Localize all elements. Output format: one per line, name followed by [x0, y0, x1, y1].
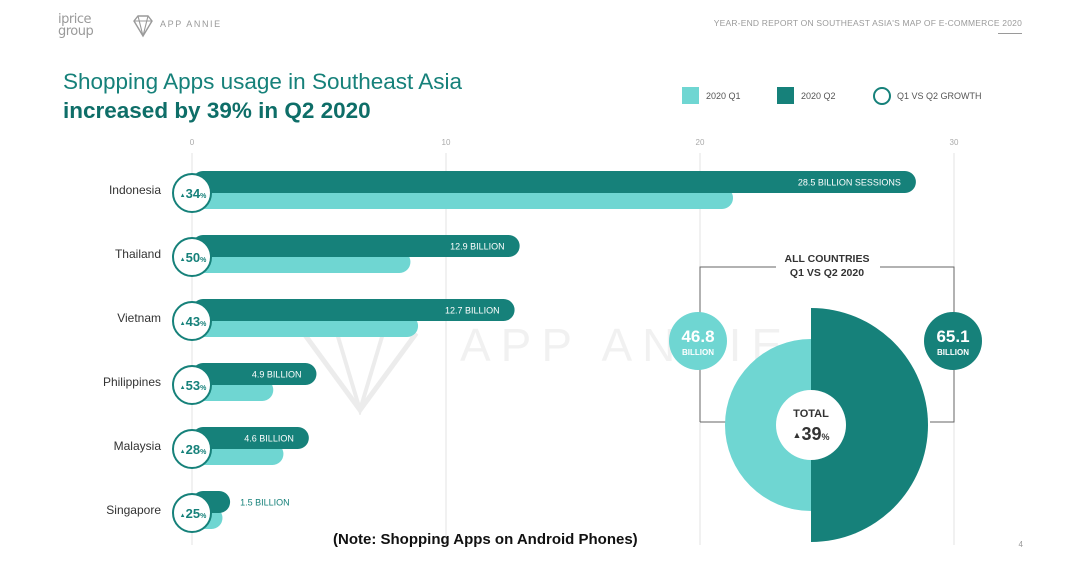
summary-q2-bubble [924, 312, 982, 370]
summary-q1-unit: BILLION [682, 348, 714, 357]
summary-q2-value: 65.1 [936, 327, 969, 346]
summary-center-value: ▲39% [793, 424, 830, 444]
page-number: 4 [1018, 540, 1023, 549]
growth-value: ▲43% [180, 314, 207, 329]
x-tick-label: 20 [696, 138, 705, 147]
legend-item-q1: 2020 Q1 [682, 87, 741, 104]
legend-growth-ring [873, 87, 891, 105]
category-label: Philippines [103, 375, 161, 389]
category-label: Singapore [106, 503, 161, 517]
summary-q2-half [811, 308, 928, 542]
data-label: 4.6 BILLION [244, 434, 294, 444]
legend-item-growth: Q1 VS Q2 GROWTH [873, 87, 982, 105]
growth-value: ▲34% [180, 186, 207, 201]
data-label: 28.5 BILLION SESSIONS [798, 178, 901, 188]
data-label: 12.7 BILLION [445, 306, 500, 316]
bar-q2 [192, 299, 515, 321]
legend-q1-label: 2020 Q1 [706, 90, 741, 101]
x-tick-label: 0 [190, 138, 195, 147]
x-tick-label: 10 [442, 138, 451, 147]
growth-value: ▲28% [180, 442, 207, 457]
growth-circle [172, 173, 212, 213]
app-annie-wordmark: APP ANNIE [160, 19, 222, 29]
bar-q2 [192, 171, 916, 193]
growth-circle [172, 237, 212, 277]
category-label: Vietnam [117, 311, 161, 325]
legend-growth-label: Q1 VS Q2 GROWTH [897, 91, 982, 101]
growth-value: ▲50% [180, 250, 207, 265]
report-title-underline [998, 33, 1022, 34]
category-label: Indonesia [109, 183, 161, 197]
legend-q2-label: 2020 Q2 [801, 90, 836, 101]
title-line-1: Shopping Apps usage in Southeast Asia [63, 69, 463, 94]
watermark-text: APP ANNIE [460, 319, 793, 371]
iprice-group-logo: iprice group [58, 12, 110, 39]
brand-line-2: group [58, 24, 94, 39]
legend-q2-swatch [777, 87, 794, 104]
title-line-2: increased by 39% in Q2 2020 [63, 98, 371, 123]
summary-title-line1: ALL COUNTRIES [785, 253, 870, 265]
growth-circle [172, 301, 212, 341]
bar-q2 [192, 427, 309, 449]
category-label: Thailand [115, 247, 161, 261]
summary-center-circle [776, 390, 846, 460]
category-label: Malaysia [114, 439, 162, 453]
growth-circle [172, 493, 212, 533]
summary-q2-unit: BILLION [937, 348, 969, 357]
growth-circle [172, 365, 212, 405]
footnote: (Note: Shopping Apps on Android Phones) [333, 531, 638, 548]
growth-circle [172, 429, 212, 469]
bar-q2 [192, 235, 520, 257]
bar-q2 [192, 363, 317, 385]
app-annie-logo-icon [133, 15, 153, 38]
legend-q1-swatch [682, 87, 699, 104]
legend-item-q2: 2020 Q2 [777, 87, 836, 104]
summary-title-line2: Q1 VS Q2 2020 [790, 267, 864, 279]
x-tick-label: 30 [950, 138, 959, 147]
report-title: YEAR-END REPORT ON SOUTHEAST ASIA'S MAP … [713, 18, 1022, 28]
summary-q1-bubble [669, 312, 727, 370]
brand-line-1: iprice [58, 12, 91, 27]
summary-q1-value: 46.8 [681, 327, 714, 346]
summary-bracket-left [699, 266, 776, 422]
growth-value: ▲25% [180, 506, 207, 521]
data-label: 12.9 BILLION [450, 242, 505, 252]
data-label: 1.5 BILLION [240, 498, 290, 508]
summary-q1-half [725, 339, 811, 511]
summary-center-label: TOTAL [793, 408, 829, 420]
growth-value: ▲53% [180, 378, 207, 393]
data-label: 4.9 BILLION [252, 370, 302, 380]
page-title: Shopping Apps usage in Southeast Asia in… [63, 67, 462, 125]
